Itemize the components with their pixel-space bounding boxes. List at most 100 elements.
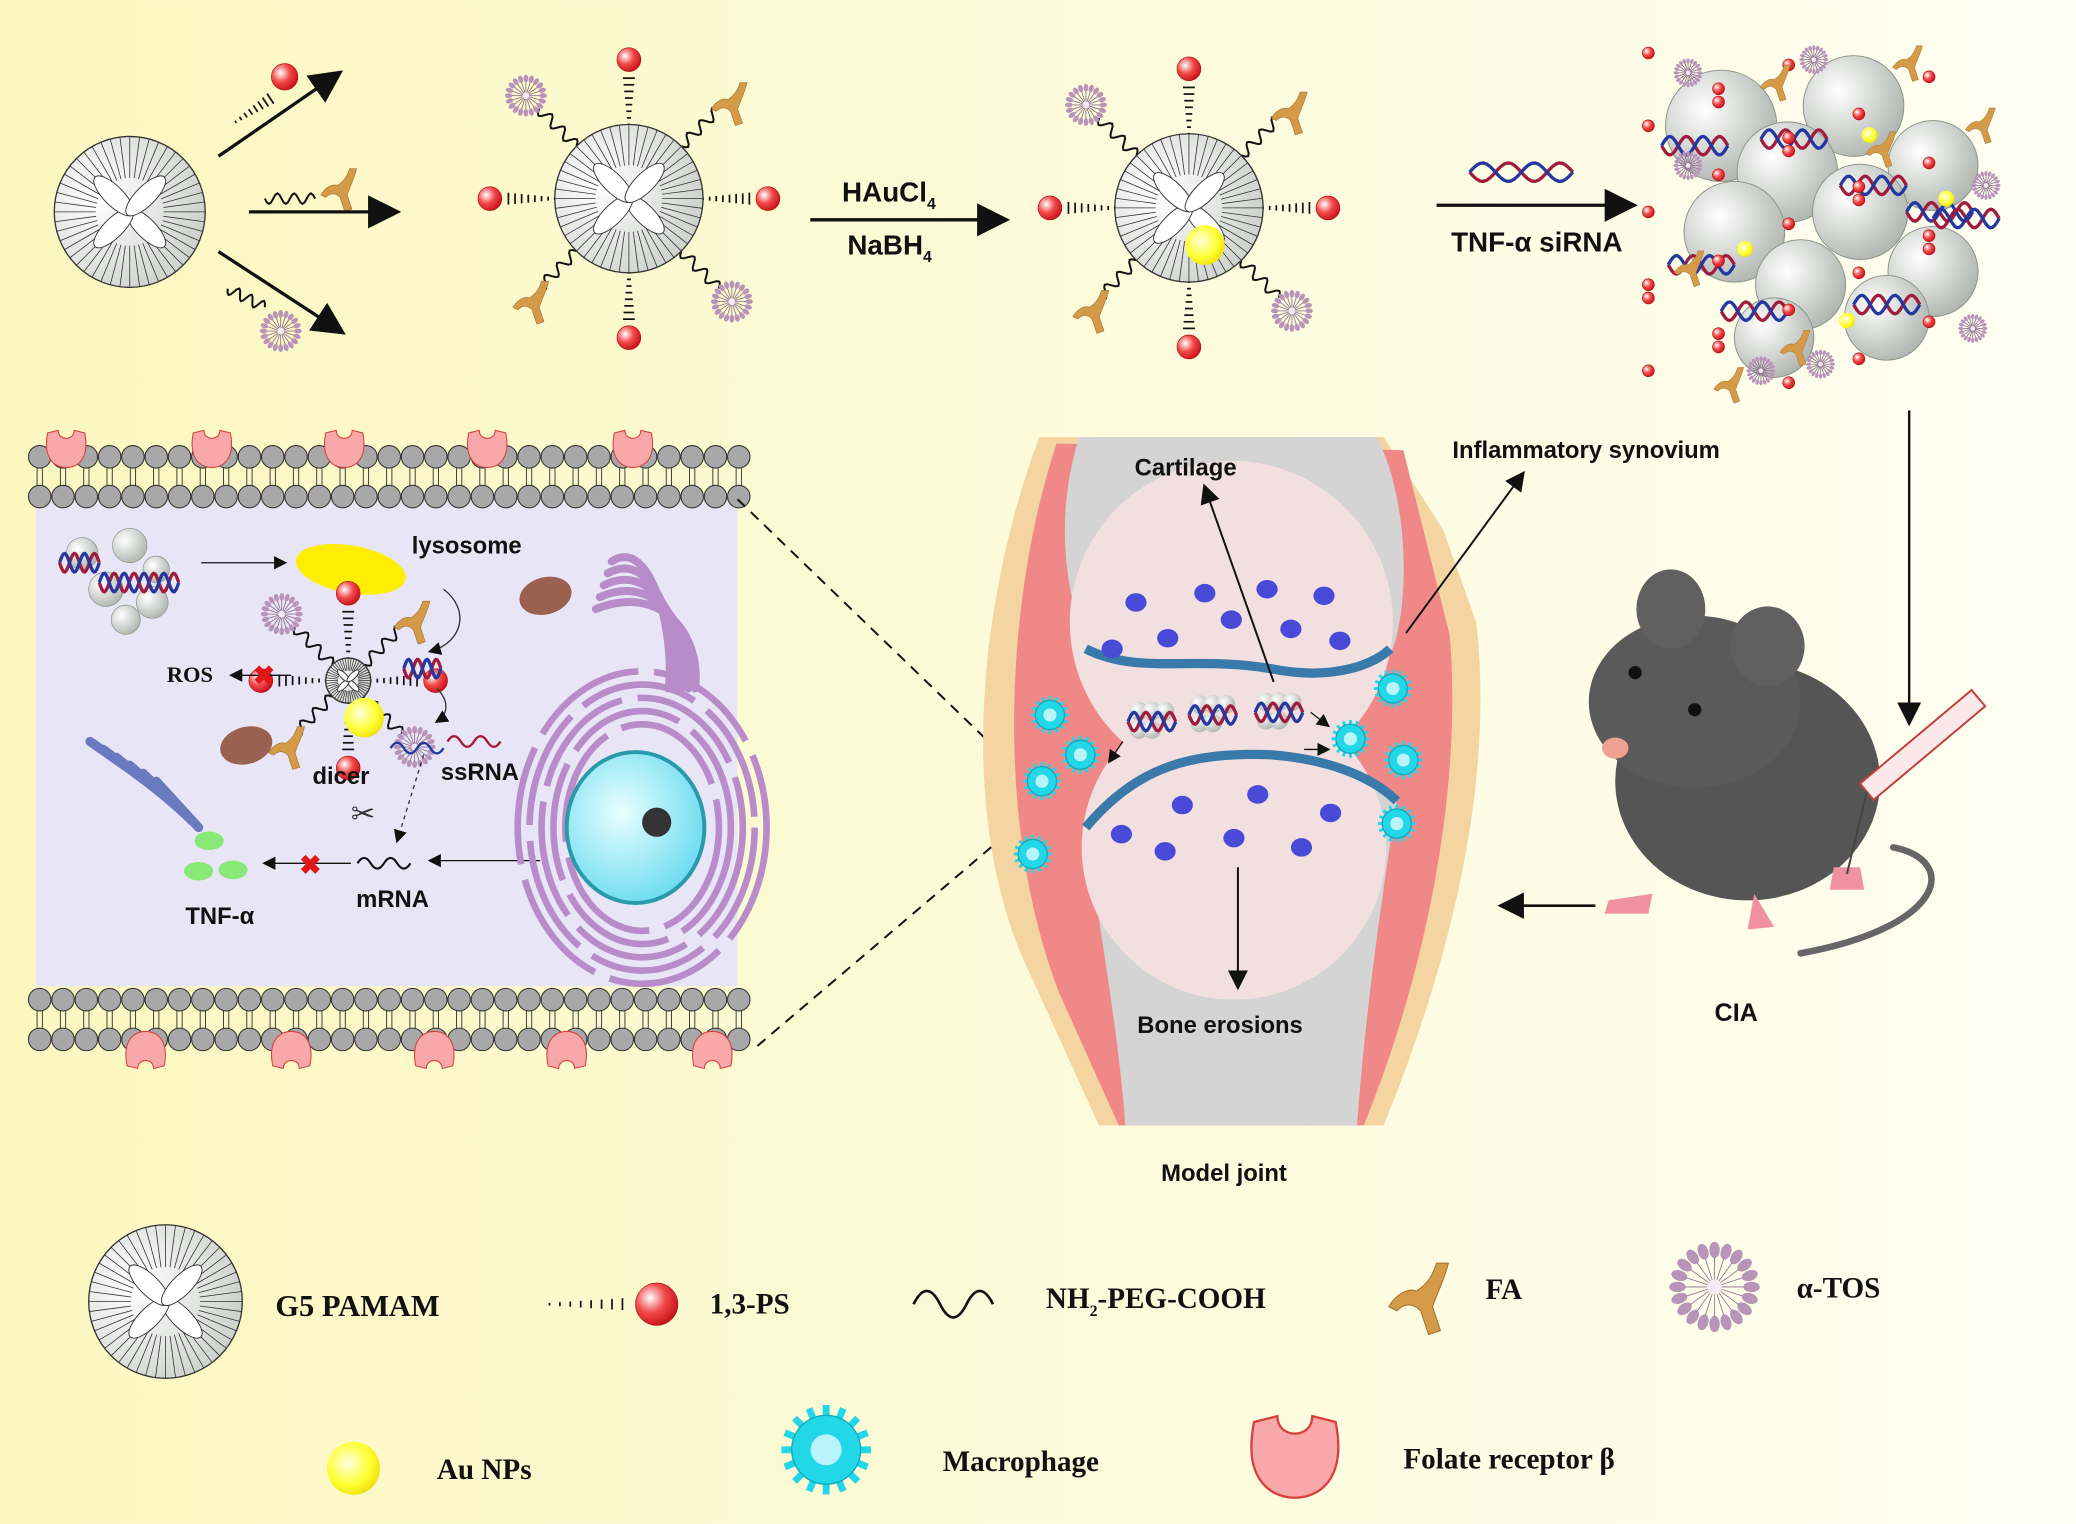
dendrimer-branch bbox=[100, 243, 118, 282]
dendrimer-branch bbox=[641, 129, 658, 168]
tos-head bbox=[1981, 322, 1987, 327]
dendrimer-branch bbox=[1221, 197, 1263, 204]
dendrimer-branch bbox=[1169, 136, 1181, 176]
ps-sphere-icon bbox=[1782, 376, 1795, 389]
tos-head bbox=[397, 754, 405, 761]
dendrimer-branch bbox=[195, 1318, 233, 1341]
dendrimer-branch bbox=[91, 1310, 133, 1322]
dendrimer-icon bbox=[1114, 133, 1264, 283]
nanocomplex-sphere bbox=[1142, 720, 1162, 739]
dendrimer-branch bbox=[349, 658, 352, 671]
tos-head bbox=[263, 338, 271, 345]
dendrimer-branch bbox=[1221, 211, 1263, 218]
tos-head bbox=[1695, 170, 1701, 175]
lipid-head bbox=[610, 1027, 635, 1052]
tos-head bbox=[1805, 362, 1812, 366]
dendrimer-icon bbox=[53, 135, 206, 289]
tos-head bbox=[1806, 366, 1812, 370]
tos-core bbox=[522, 92, 530, 100]
tos-head bbox=[1984, 170, 1988, 177]
lipid-head bbox=[167, 484, 192, 509]
dendrimer-branch bbox=[609, 230, 621, 271]
cell-dot bbox=[1247, 785, 1269, 804]
lipid-head bbox=[377, 1027, 402, 1052]
tos-head bbox=[267, 313, 274, 321]
cia-label: CIA bbox=[1715, 999, 1758, 1027]
ros-label: ROS bbox=[167, 662, 213, 687]
dendrimer-branch bbox=[1217, 170, 1254, 192]
tos-head bbox=[1960, 319, 1966, 324]
rna-strand bbox=[137, 571, 181, 594]
tos-head bbox=[401, 757, 408, 765]
tos-head bbox=[260, 333, 268, 339]
cell-dot bbox=[1223, 828, 1245, 848]
tos-head bbox=[1676, 77, 1681, 82]
ps-sphere-icon bbox=[616, 47, 642, 72]
tos-head bbox=[1741, 1269, 1758, 1282]
tos-head bbox=[1823, 57, 1829, 62]
lipid-head bbox=[610, 484, 635, 509]
tos-head bbox=[1271, 313, 1280, 319]
tos-head bbox=[1993, 190, 1998, 195]
au-nanoparticle-icon bbox=[1839, 312, 1855, 329]
tos-head bbox=[1958, 322, 1964, 327]
tos-head bbox=[508, 82, 516, 89]
lipid-head bbox=[284, 484, 308, 509]
dendrimer-branch bbox=[155, 1335, 162, 1378]
dendrimer-branch bbox=[645, 134, 667, 170]
dendrimer-branch bbox=[94, 1271, 134, 1289]
dendrimer-branch bbox=[632, 125, 639, 166]
cell-dot bbox=[1329, 631, 1351, 651]
dendrimer-branch bbox=[133, 245, 140, 287]
dendrimer-branch bbox=[135, 1230, 153, 1270]
lipid-head bbox=[51, 1027, 75, 1052]
tos-head bbox=[1676, 156, 1681, 161]
sirna-strand-icon bbox=[1838, 174, 1908, 197]
ps-linker bbox=[238, 116, 243, 121]
joint-illustration bbox=[983, 436, 1481, 1126]
tos-head bbox=[1822, 350, 1826, 356]
mrna-label: mRNA bbox=[356, 886, 429, 913]
reagent-nabh4: NaBH4 bbox=[847, 229, 932, 266]
lipid-head bbox=[97, 987, 122, 1012]
tnf-protein-icon bbox=[194, 831, 224, 851]
dendrimer-core bbox=[1184, 172, 1225, 213]
tos-head bbox=[1682, 58, 1687, 65]
bone-erosions-label: Bone erosions bbox=[1137, 1012, 1303, 1039]
alpha-tos-icon bbox=[1805, 349, 1836, 379]
tos-head bbox=[1299, 293, 1305, 301]
rna-strand bbox=[1660, 134, 1730, 157]
tos-head bbox=[421, 729, 428, 737]
mouse-paw bbox=[1747, 893, 1775, 930]
ps-sphere-icon bbox=[1176, 334, 1202, 360]
mouse-paw bbox=[1829, 867, 1865, 890]
peg-chain-icon bbox=[263, 192, 316, 206]
ps-sphere-icon bbox=[1922, 156, 1936, 170]
tos-head bbox=[1679, 60, 1684, 66]
tos-head bbox=[1963, 335, 1968, 341]
tos-head bbox=[1673, 163, 1679, 168]
tos-head bbox=[1994, 179, 2000, 184]
tos-head bbox=[1096, 112, 1104, 119]
dendrimer-branch bbox=[1117, 188, 1157, 200]
tos-head bbox=[279, 627, 285, 636]
lipid-head bbox=[657, 1027, 681, 1052]
dendrimer-branch bbox=[357, 682, 371, 687]
dendrimer-branch bbox=[591, 134, 613, 170]
dendrimer-branch bbox=[659, 211, 698, 228]
macrophage-icon bbox=[1023, 762, 1061, 801]
ps-linker bbox=[261, 97, 270, 107]
tos-head bbox=[1088, 84, 1094, 93]
tos-head bbox=[261, 616, 270, 622]
nucleolus-icon bbox=[642, 807, 672, 837]
lipid-head bbox=[540, 484, 565, 509]
tos-head bbox=[1980, 319, 1985, 324]
dendrimer-branch bbox=[350, 690, 355, 703]
ps-sphere-icon bbox=[1922, 242, 1936, 256]
tos-head bbox=[1294, 323, 1300, 331]
legend-tos: α-TOS bbox=[1797, 1273, 1881, 1305]
tos-head bbox=[711, 293, 720, 299]
tos-head bbox=[1682, 174, 1687, 180]
tos-head bbox=[412, 760, 418, 769]
